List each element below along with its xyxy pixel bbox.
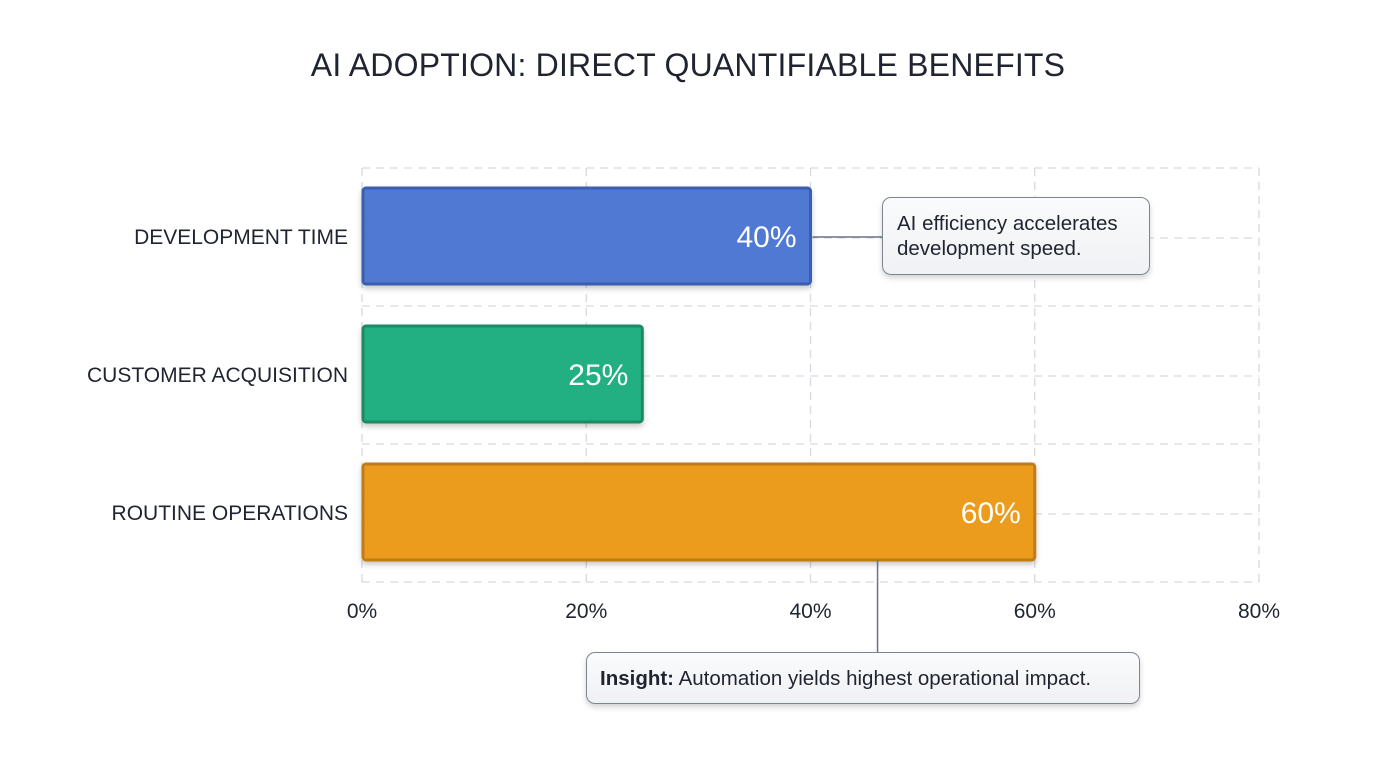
annotation-callout-development: AI efficiency accelerates development sp… <box>882 197 1150 275</box>
x-tick-label: 60% <box>1014 600 1056 623</box>
category-labels: DEVELOPMENT TIME CUSTOMER ACQUISITION ROUT… <box>87 226 348 525</box>
x-tick-label: 80% <box>1238 600 1280 623</box>
bar-value-label: 60% <box>961 497 1021 530</box>
annotation-line-2: development speed. <box>897 237 1082 260</box>
bar-customer-acquisition <box>361 324 644 424</box>
bar-value-label: 40% <box>736 221 796 254</box>
bar-development-time <box>361 186 812 286</box>
insight-text: Automation yields highest operational im… <box>674 667 1092 690</box>
bars: 40% 25% 60% <box>361 186 1037 562</box>
annotation-callout-insight: Insight: Automation yields highest opera… <box>586 652 1140 704</box>
insight-label: Insight: <box>600 667 675 690</box>
bar-value-label: 25% <box>568 359 628 392</box>
annotation-line-1: AI efficiency accelerates <box>897 212 1118 235</box>
chart-title: AI ADOPTION: DIRECT QUANTIFIABLE BENEFIT… <box>311 47 1065 83</box>
category-label: DEVELOPMENT TIME <box>134 226 348 249</box>
annotation-leaders <box>812 236 883 653</box>
bar-routine-operations <box>361 462 1037 562</box>
category-label: ROUTINE OPERATIONS <box>112 502 348 525</box>
x-tick-label: 40% <box>789 600 831 623</box>
x-tick-label: 0% <box>347 600 377 623</box>
x-axis-tick-labels: 0% 20% 40% 60% 80% <box>347 600 1280 623</box>
category-label: CUSTOMER ACQUISITION <box>87 364 348 387</box>
x-tick-label: 20% <box>565 600 607 623</box>
